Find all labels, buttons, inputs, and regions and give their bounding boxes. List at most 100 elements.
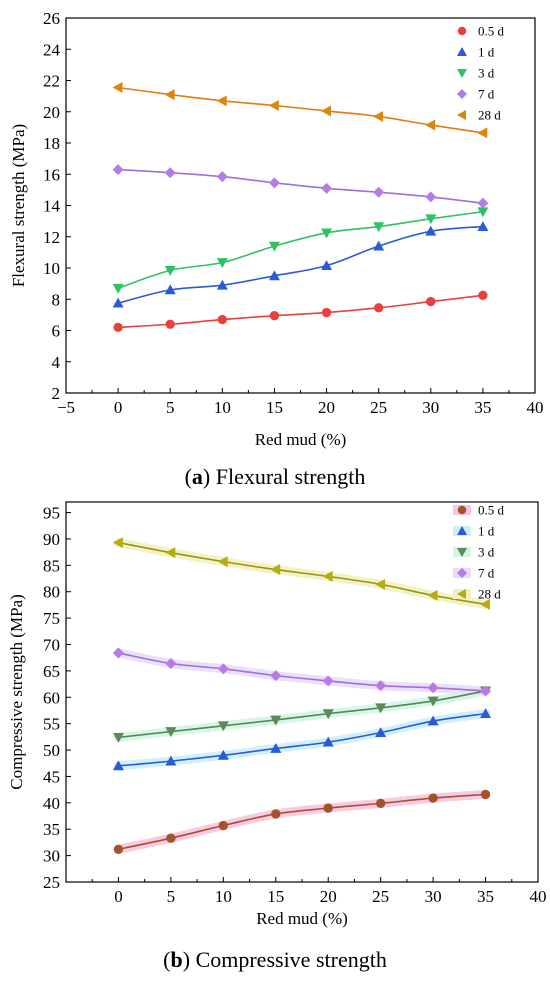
x-tick-label: 25 [372,887,389,906]
data-point-28d-0 [112,82,123,94]
data-point-3d-10 [216,258,228,269]
y-tick-label: 10 [43,259,60,278]
data-point-7d-10 [217,663,229,675]
y-tick-label: 2 [52,384,61,403]
x-tick-label: 40 [530,887,547,906]
y-tick-label: 45 [43,767,60,786]
legend-marker [457,89,467,99]
data-point-7d-30 [425,191,437,203]
x-tick-label: 35 [474,398,491,417]
legend-marker [457,505,467,515]
data-point-28d-15 [270,564,281,576]
legend-label: 1 d [478,524,495,539]
data-point-28d-25 [373,110,384,122]
x-tick-label: 15 [267,887,284,906]
data-point-05d-15 [271,809,281,819]
data-point-28d-0 [112,537,123,549]
caption-a: (a) Flexural strength [184,464,366,489]
y-tick-label: 4 [52,353,61,372]
data-point-1d-5 [164,284,176,295]
y-tick-label: 90 [43,530,60,549]
data-point-7d-25 [373,186,385,198]
x-axis-label: Red mud (%) [255,430,347,449]
data-point-05d-5 [165,319,175,329]
data-point-7d-15 [270,670,282,682]
data-point-7d-20 [322,675,334,687]
data-point-28d-20 [322,570,333,582]
caption-a-letter: a [191,464,203,489]
legend-label: 7 d [478,566,495,581]
y-tick-label: 75 [43,609,60,628]
data-point-1d-15 [270,742,282,753]
y-tick-label: 12 [43,228,60,247]
caption-b-text: Compressive strength [195,947,387,972]
data-point-3d-0 [112,283,124,294]
legend-label: 0.5 d [478,503,505,518]
data-point-1d-30 [427,715,439,726]
x-tick-label: 25 [370,398,387,417]
legend-label: 7 d [478,87,495,102]
data-point-05d-20 [321,307,332,318]
x-tick-label: 30 [422,398,439,417]
x-tick-label: 35 [477,887,494,906]
y-tick-label: 80 [43,583,60,602]
legend-marker [457,526,467,535]
data-point-28d-10 [216,95,227,107]
data-point-05d-5 [166,833,176,843]
y-tick-label: 22 [43,72,60,91]
y-tick-label: 50 [43,741,60,760]
data-point-3d-20 [322,709,334,720]
x-tick-label: 0 [114,887,123,906]
y-axis-label: Compressive strength (MPa) [7,594,26,789]
x-tick-label: 30 [425,887,442,906]
y-axis-label: Flexural strength (MPa) [9,124,28,287]
legend-label: 3 d [478,545,495,560]
legend-marker [457,47,467,56]
data-point-05d-25 [375,798,386,809]
data-point-05d-10 [217,314,228,325]
data-point-1d-15 [268,270,280,281]
data-point-28d-25 [375,578,386,590]
data-point-1d-30 [425,225,437,236]
legend-label: 1 d [478,45,495,60]
data-point-1d-25 [373,240,385,251]
data-point-7d-5 [165,658,177,669]
legend-marker [457,69,467,78]
x-axis-label: Red mud (%) [256,909,348,928]
chart-panel-b: 0 5 10 15 20 25 30 35 40 25 30 35 40 45 50 55 60 65 70 75 80… [7,501,547,928]
data-point-28d-5 [165,547,176,559]
data-point-3d-15 [268,241,280,252]
data-point-05d-20 [323,803,333,813]
data-point-3d-5 [165,727,177,738]
legend-marker [457,589,466,599]
data-point-3d-10 [217,721,229,732]
data-point-1d-35 [477,221,489,231]
plot-frame [65,17,536,394]
data-point-7d-35 [480,685,492,697]
y-tick-label: 24 [43,40,61,59]
legend-label: 3 d [478,66,495,81]
legend-label: 28 d [478,587,501,602]
x-tick-label: 5 [167,887,176,906]
y-tick-label: 25 [43,873,60,892]
data-point-3d-30 [427,696,439,707]
data-point-05d-0 [113,322,123,333]
data-point-7d-30 [427,682,439,694]
y-tick-label: 70 [43,636,60,655]
y-tick-label: 18 [43,134,60,153]
y-tick-label: 26 [43,9,60,28]
y-tick-label: 85 [43,556,60,575]
data-point-3d-30 [425,214,437,225]
data-point-1d-10 [217,749,229,760]
data-point-3d-20 [321,228,333,239]
data-point-28d-30 [425,119,436,131]
legend: 0.5 d 1 d 3 d 7 d 28 d [453,503,505,602]
data-point-05d-35 [478,290,488,301]
data-point-05d-30 [428,793,438,803]
legend-marker [457,110,466,120]
data-point-28d-30 [427,589,438,601]
data-point-28d-35 [477,127,488,139]
data-point-3d-25 [373,222,385,233]
data-point-1d-20 [322,736,334,747]
y-tick-label: 14 [43,197,61,216]
